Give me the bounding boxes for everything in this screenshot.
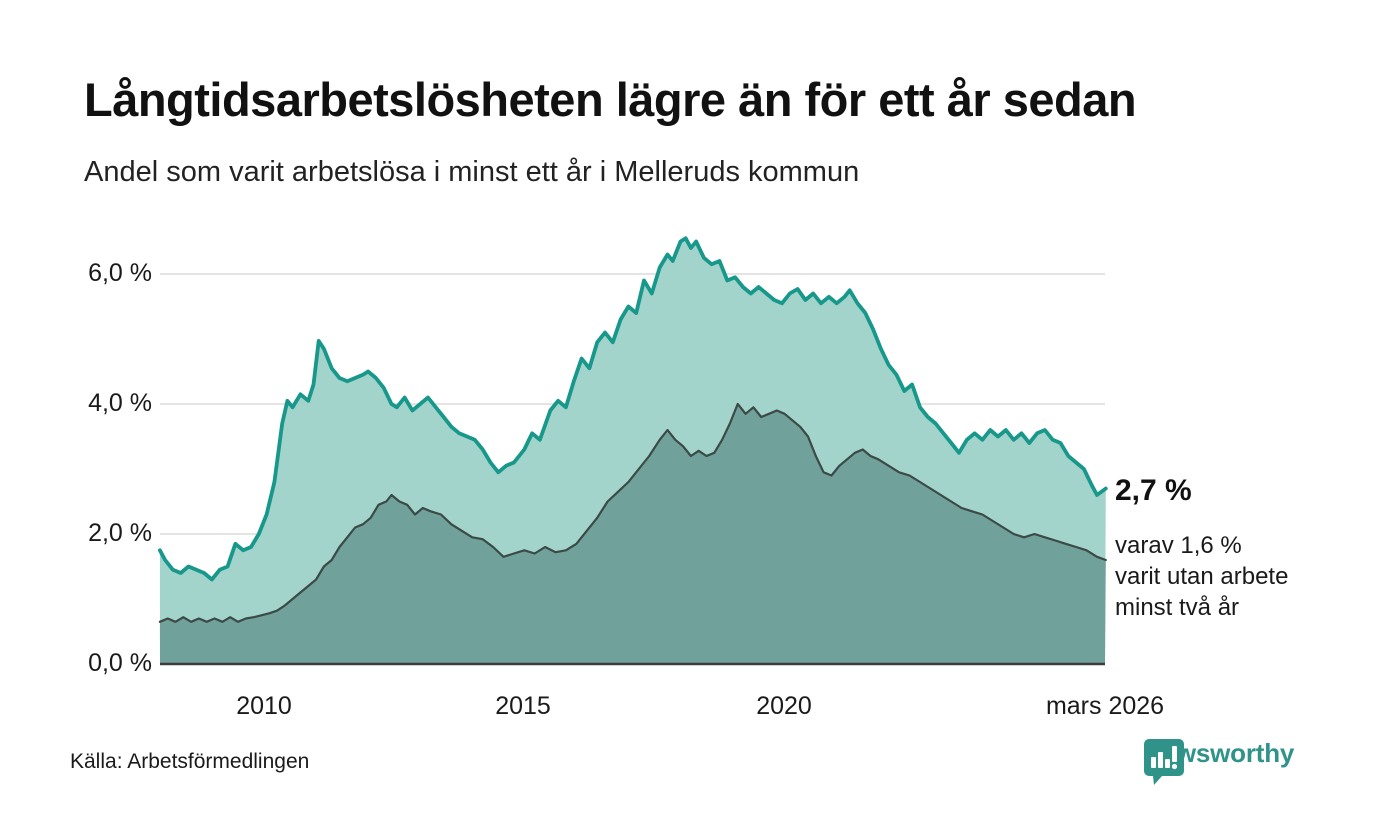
two-year-annotation: varav 1,6 % varit utan arbete minst två … [1115,530,1288,623]
chart-subtitle: Andel som varit arbetslösa i minst ett å… [84,156,860,188]
x-tick-mars-2026: mars 2026 [1045,692,1165,720]
newsworthy-logo-icon [1144,739,1184,785]
source-note: Källa: Arbetsförmedlingen [70,750,310,773]
latest-value-label: 2,7 % [1115,474,1192,507]
page-title: Långtidsarbetslösheten lägre än för ett … [84,73,1137,126]
x-tick-2020: 2020 [756,692,812,720]
annotation-line-2: varit utan arbete [1115,563,1289,590]
y-tick-0: 0,0 % [88,649,152,677]
x-tick-2015: 2015 [495,692,551,720]
newsworthy-brand[interactable]: Newsworthy [1143,738,1294,785]
annotation-line-1: varav 1,6 % [1115,532,1242,559]
annotation-line-3: minst två år [1115,594,1240,621]
x-tick-2010: 2010 [236,692,292,720]
y-tick-6: 6,0 % [88,259,152,287]
y-tick-4: 4,0 % [88,389,152,417]
y-tick-2: 2,0 % [88,519,152,547]
